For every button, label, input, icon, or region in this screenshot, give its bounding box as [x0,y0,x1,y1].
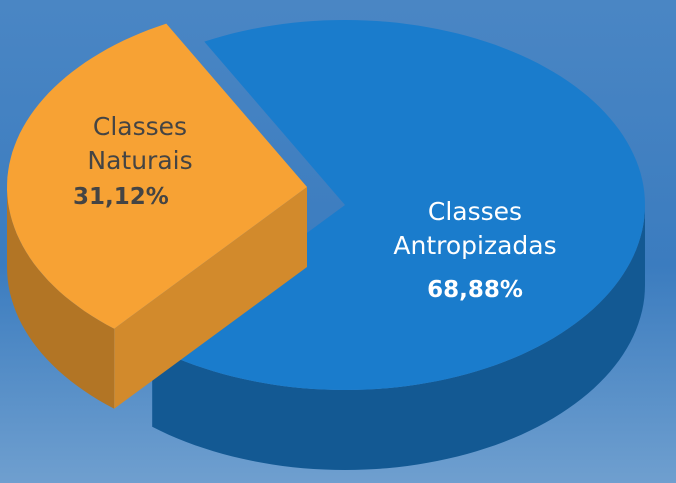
slice-side [7,187,115,409]
slice [7,23,307,329]
slice-side [152,205,645,470]
value-label: 68,88% [427,277,523,303]
slice-label: Classes Antropizadas 68,88% [360,195,590,303]
category-label: Classes Naturais [87,112,193,175]
category-label: Classes Antropizadas [393,197,557,260]
slice-label: Classes Naturais 31,12% [65,110,215,210]
value-label: 31,12% [73,184,169,210]
slice-face [114,187,307,409]
slice [152,20,645,390]
